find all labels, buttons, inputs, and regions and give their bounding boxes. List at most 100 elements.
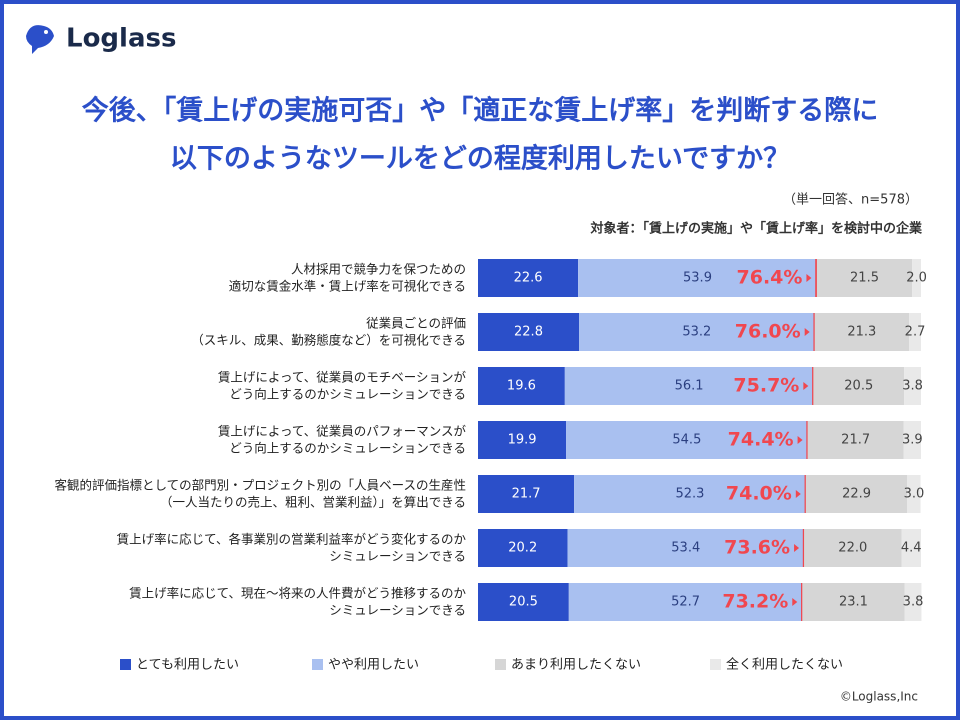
bar-segment (568, 583, 803, 621)
legend-label: あまり利用したくない (511, 658, 641, 673)
category-line: 客観的評価指標としての部門別・プロジェクト別の「人員ベースの生産性 (54, 477, 466, 492)
value-label: 53.2 (682, 325, 711, 340)
category-line: 賃上げによって、従業員のモチベーションが (218, 369, 467, 384)
value-label: 21.5 (850, 271, 879, 286)
value-label: 19.9 (508, 433, 537, 448)
bar-segment (802, 583, 905, 621)
value-label: 2.7 (905, 325, 926, 340)
category-label: 賃上げ率に応じて、現在～将来の人件費がどう推移するのかシミュレーションできる (129, 585, 466, 617)
value-label: 21.7 (841, 433, 870, 448)
subtitle: 対象者：「賃上げの実施」や「賃上げ率」を検討中の企業 (589, 221, 923, 237)
combined-arrow (795, 490, 801, 498)
legend-swatch (312, 659, 323, 670)
combined-label: 74.4% (728, 429, 794, 451)
category-label: 人材採用で競争力を保つための適切な賃金水準・賃上げ率を可視化できる (229, 261, 466, 293)
value-label: 53.9 (683, 271, 712, 286)
legend-swatch (120, 659, 131, 670)
value-label: 2.0 (906, 271, 927, 286)
category-line: どう向上するのかシミュレーションできる (229, 440, 466, 455)
category-label: 従業員ごとの評価 （スキル、成果、勤務態度など）を可視化できる (191, 315, 466, 347)
logo-eye (44, 30, 48, 34)
value-label: 20.2 (508, 541, 537, 556)
bar-segment (813, 367, 905, 405)
value-label: 3.0 (904, 487, 925, 502)
bar-segment (804, 529, 902, 567)
combined-label: 76.4% (737, 267, 803, 289)
value-label: 53.4 (671, 541, 700, 556)
legend-label: とても利用したい (136, 658, 239, 673)
category-label: 客観的評価指標としての部門別・プロジェクト別の「人員ベースの生産性 （一人当たりの… (54, 477, 466, 509)
chart-title: 今後、「賃上げの実施可否」や「適正な賃上げ率」を判断する際に (82, 95, 879, 127)
value-label: 21.3 (847, 325, 876, 340)
category-label: 賃上げによって、従業員のパフォーマンスがどう向上するのかシミュレーションできる (218, 423, 467, 455)
bar-segment (907, 475, 921, 513)
value-label: 52.7 (671, 595, 700, 610)
logo: Loglass (26, 24, 176, 54)
legend-swatch (710, 659, 721, 670)
copyright: ©Loglass,Inc (840, 690, 918, 704)
category-line: （一人当たりの売上、粗利、営業利益）」を算出できる (160, 494, 466, 509)
bar-segment (912, 259, 921, 297)
value-label: 54.5 (672, 433, 701, 448)
bar-segment (567, 529, 805, 567)
value-label: 19.6 (507, 379, 536, 394)
legend-swatch (495, 659, 506, 670)
category-line: 人材採用で競争力を保つための (291, 261, 466, 276)
value-label: 20.5 (509, 595, 538, 610)
legend-label: やや利用したい (328, 658, 419, 673)
bar-segment (478, 421, 567, 459)
bar-segment (805, 475, 908, 513)
bar-segment (904, 367, 921, 405)
chart-title: 以下のようなツールをどの程度利用したいですか？ (170, 143, 790, 175)
combined-arrow (803, 382, 809, 390)
bar-segment (478, 313, 580, 351)
bar-segment (478, 529, 568, 567)
category-line: シミュレーションできる (329, 602, 466, 617)
category-line: 賃上げ率に応じて、各事業別の営業利益率がどう変化するのか (117, 531, 467, 546)
bar-segment (566, 421, 808, 459)
combined-label: 75.7% (733, 375, 799, 397)
combined-arrow (804, 328, 810, 336)
bar-segment (574, 475, 806, 513)
category-line: シミュレーションできる (329, 548, 466, 563)
bar-segment (909, 313, 921, 351)
value-label: 52.3 (675, 487, 704, 502)
bar-segment (816, 259, 913, 297)
value-label: 20.5 (844, 379, 873, 394)
category-line: （スキル、成果、勤務態度など）を可視化できる (191, 332, 466, 347)
value-label: 4.4 (901, 541, 922, 556)
bar-segment (807, 421, 904, 459)
combined-arrow (794, 544, 800, 552)
value-label: 21.7 (512, 487, 541, 502)
combined-label: 74.0% (726, 483, 792, 505)
value-label: 23.1 (839, 595, 868, 610)
bar-segment (478, 367, 565, 405)
combined-arrow (806, 274, 812, 282)
value-label: 3.8 (902, 379, 923, 394)
combined-label: 76.0% (735, 321, 801, 343)
combined-arrow (797, 436, 803, 444)
combined-label: 73.2% (722, 591, 788, 613)
bar-segment (903, 421, 921, 459)
legend-label: 全く利用したくない (726, 657, 843, 673)
value-label: 3.8 (903, 595, 924, 610)
category-label: 賃上げによって、従業員のモチベーションがどう向上するのかシミュレーションできる (218, 369, 467, 401)
value-label: 56.1 (675, 379, 704, 394)
category-label: 賃上げ率に応じて、各事業別の営業利益率がどう変化するのかシミュレーションできる (117, 531, 467, 563)
logo-icon (26, 25, 54, 54)
bar-segment (904, 583, 922, 621)
value-label: 22.6 (514, 271, 543, 286)
bar-segment (478, 259, 579, 297)
combined-arrow (792, 598, 798, 606)
category-line: 賃上げ率に応じて、現在～将来の人件費がどう推移するのか (129, 585, 466, 600)
category-line: 従業員ごとの評価 (366, 315, 466, 330)
category-line: 適切な賃金水準・賃上げ率を可視化できる (229, 278, 466, 293)
bar-segment (478, 583, 569, 621)
category-line: どう向上するのかシミュレーションできる (229, 386, 466, 401)
value-label: 3.9 (902, 433, 923, 448)
bar-segment (901, 529, 921, 567)
bar-segment (579, 313, 815, 351)
brand: Loglass (66, 24, 176, 54)
